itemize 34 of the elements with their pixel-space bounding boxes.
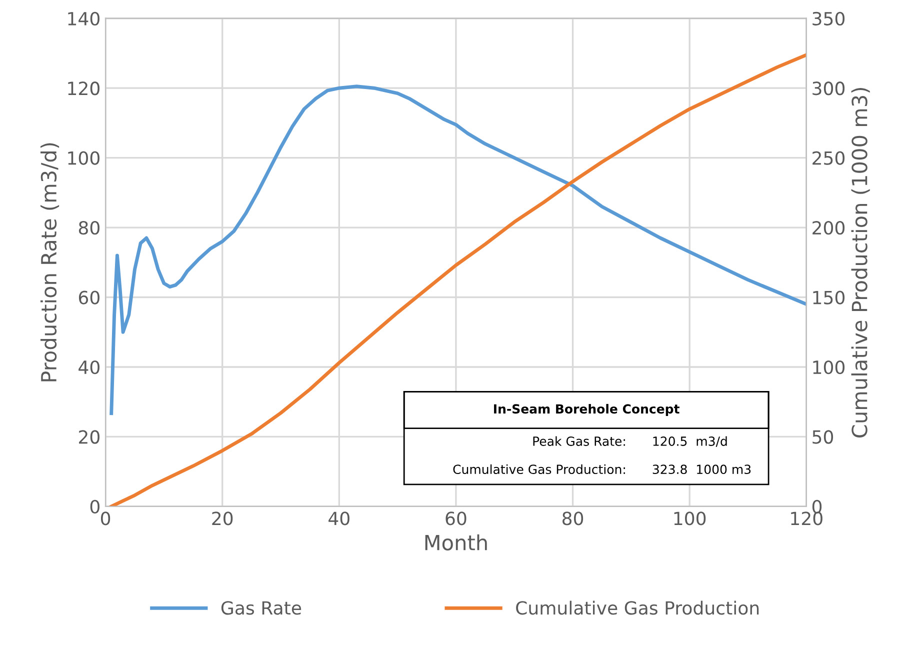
annotation: In-Seam Borehole Concept [494, 404, 680, 416]
y2-tick-label: 100 [813, 360, 845, 374]
y-tick-label: 120 [68, 82, 100, 96]
annotation: Cumulative Gas Production: [453, 464, 625, 474]
legend-label: Gas Rate [221, 601, 302, 615]
y-tick-label: 60 [78, 290, 100, 304]
y-tick-label: 0 [90, 500, 100, 514]
y2-axis-title: Cumulative Production (1000 m3) [851, 88, 870, 438]
y2-tick-label: 200 [812, 220, 845, 235]
y-tick-label: 80 [78, 220, 100, 235]
y2-tick-label: 150 [813, 290, 845, 304]
y-tick-label: 40 [78, 360, 100, 374]
line-series [110, 84, 806, 416]
annotation: 323.8 1000 m3 [652, 464, 751, 474]
y-tick-label: 100 [68, 151, 100, 165]
y-tick-label: 20 [79, 430, 100, 444]
x-tick-label: 100 [674, 512, 706, 526]
legend-label: Cumulative Gas Production [516, 600, 759, 615]
x-tick-label: 0 [100, 512, 110, 526]
y2-tick-label: 50 [812, 430, 834, 444]
y2-tick-label: 250 [812, 151, 845, 165]
x-axis-title: Month [425, 534, 487, 550]
y2-tick-label: 350 [812, 12, 845, 26]
x-tick-label: 60 [446, 512, 466, 526]
x-tick-label: 80 [562, 512, 584, 526]
x-tick-label: 120 [791, 512, 822, 526]
y-tick-label: 140 [68, 12, 100, 26]
y2-tick-label: 300 [812, 82, 845, 96]
x-tick-label: 20 [212, 512, 233, 526]
y-axis-title: Production Rate (m3/d) [40, 143, 60, 382]
x-tick-label: 40 [328, 512, 350, 526]
annotation: Peak Gas Rate: [533, 436, 625, 446]
annotation: 120.5 m3/d [653, 436, 727, 447]
line-series [110, 53, 806, 506]
